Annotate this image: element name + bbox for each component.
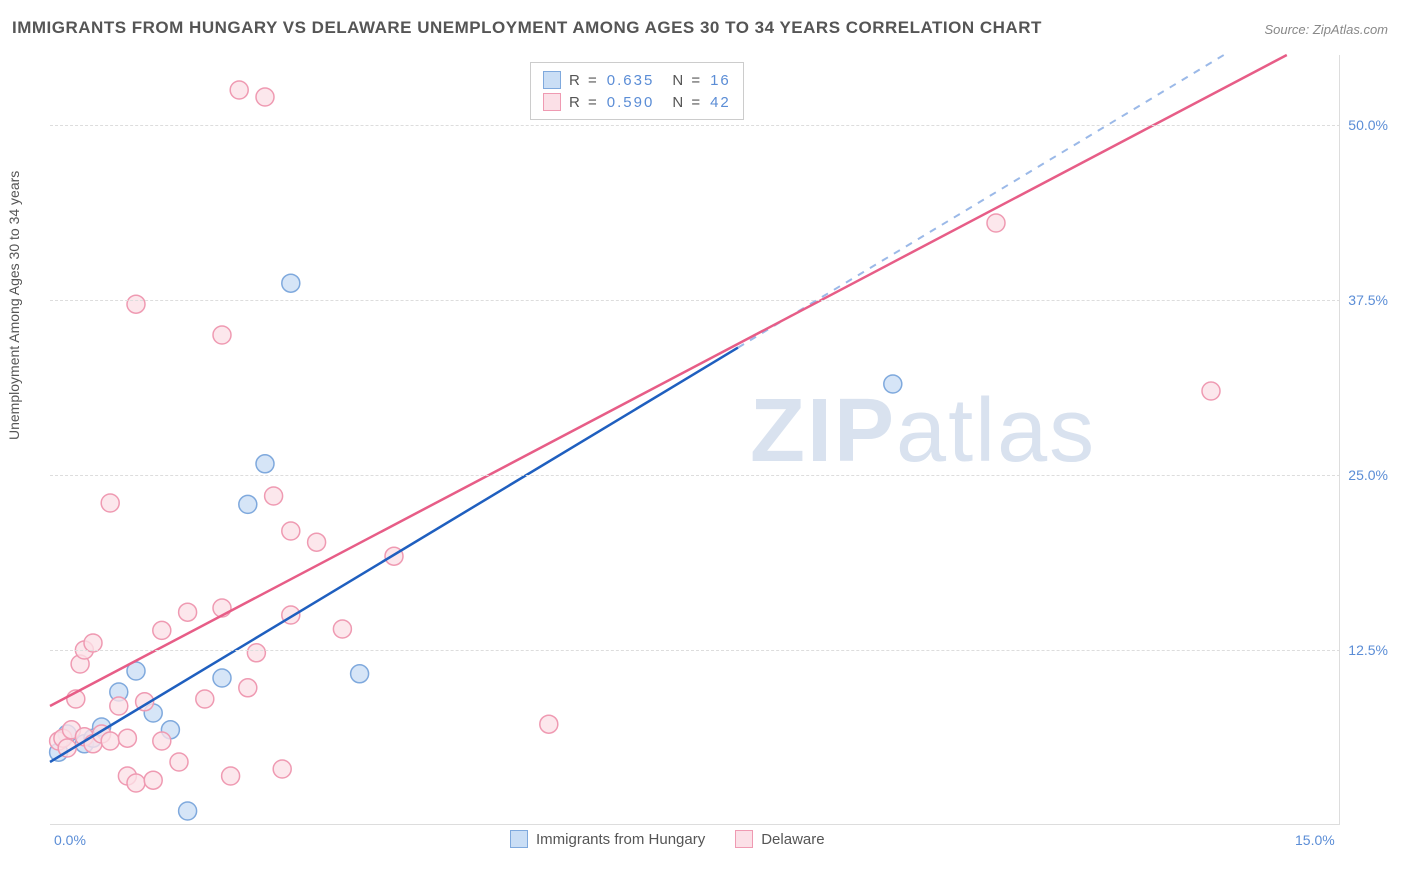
x-legend-label: Delaware	[761, 831, 824, 848]
legend-swatch	[543, 93, 561, 111]
data-point	[127, 295, 145, 313]
grid-line	[50, 475, 1340, 476]
x-tick-label: 0.0%	[54, 832, 86, 848]
y-tick-label: 25.0%	[1348, 467, 1388, 483]
data-point	[987, 214, 1005, 232]
data-point	[1202, 382, 1220, 400]
legend-n-label: N =	[672, 72, 702, 89]
y-axis-label: Unemployment Among Ages 30 to 34 years	[6, 171, 22, 440]
x-legend-item: Immigrants from Hungary	[510, 830, 705, 848]
data-point	[170, 753, 188, 771]
x-legend-label: Immigrants from Hungary	[536, 831, 705, 848]
data-point	[101, 732, 119, 750]
legend-n-value: 16	[710, 72, 731, 89]
data-point	[222, 767, 240, 785]
grid-line	[50, 650, 1340, 651]
legend-r-label: R =	[569, 94, 599, 111]
legend-n-label: N =	[672, 94, 702, 111]
x-legend-item: Delaware	[735, 830, 824, 848]
data-point	[230, 81, 248, 99]
data-point	[101, 494, 119, 512]
trend-line-solid	[50, 55, 1287, 706]
data-point	[265, 487, 283, 505]
data-point	[153, 621, 171, 639]
legend-r-label: R =	[569, 72, 599, 89]
legend-row: R = 0.635 N = 16	[543, 69, 731, 91]
correlation-legend: R = 0.635 N = 16 R = 0.590 N = 42	[530, 62, 744, 120]
data-point	[239, 679, 257, 697]
y-tick-label: 12.5%	[1348, 642, 1388, 658]
data-point	[179, 802, 197, 820]
grid-line	[50, 125, 1340, 126]
data-point	[196, 690, 214, 708]
data-point	[213, 669, 231, 687]
chart-svg	[50, 55, 1340, 825]
data-point	[282, 274, 300, 292]
data-point	[239, 495, 257, 513]
legend-swatch	[543, 71, 561, 89]
legend-r-value: 0.590	[607, 94, 655, 111]
data-point	[256, 88, 274, 106]
data-point	[127, 774, 145, 792]
data-point	[333, 620, 351, 638]
legend-row: R = 0.590 N = 42	[543, 91, 731, 113]
data-point	[273, 760, 291, 778]
data-point	[144, 771, 162, 789]
data-point	[179, 603, 197, 621]
data-point	[282, 522, 300, 540]
data-point	[118, 729, 136, 747]
chart-title: IMMIGRANTS FROM HUNGARY VS DELAWARE UNEM…	[12, 18, 1042, 38]
data-point	[351, 665, 369, 683]
trend-line-solid	[50, 348, 738, 762]
trend-line-dashed	[738, 55, 1224, 348]
legend-r-value: 0.635	[607, 72, 655, 89]
data-point	[247, 644, 265, 662]
data-point	[213, 326, 231, 344]
data-point	[153, 732, 171, 750]
data-point	[110, 697, 128, 715]
y-tick-label: 37.5%	[1348, 292, 1388, 308]
legend-n-value: 42	[710, 94, 731, 111]
x-axis-legend: Immigrants from Hungary Delaware	[510, 830, 825, 848]
x-tick-label: 15.0%	[1295, 832, 1335, 848]
legend-swatch	[735, 830, 753, 848]
y-tick-label: 50.0%	[1348, 117, 1388, 133]
data-point	[540, 715, 558, 733]
data-point	[256, 455, 274, 473]
grid-line	[50, 300, 1340, 301]
data-point	[308, 533, 326, 551]
data-point	[884, 375, 902, 393]
legend-swatch	[510, 830, 528, 848]
source-text: Source: ZipAtlas.com	[1264, 22, 1388, 37]
